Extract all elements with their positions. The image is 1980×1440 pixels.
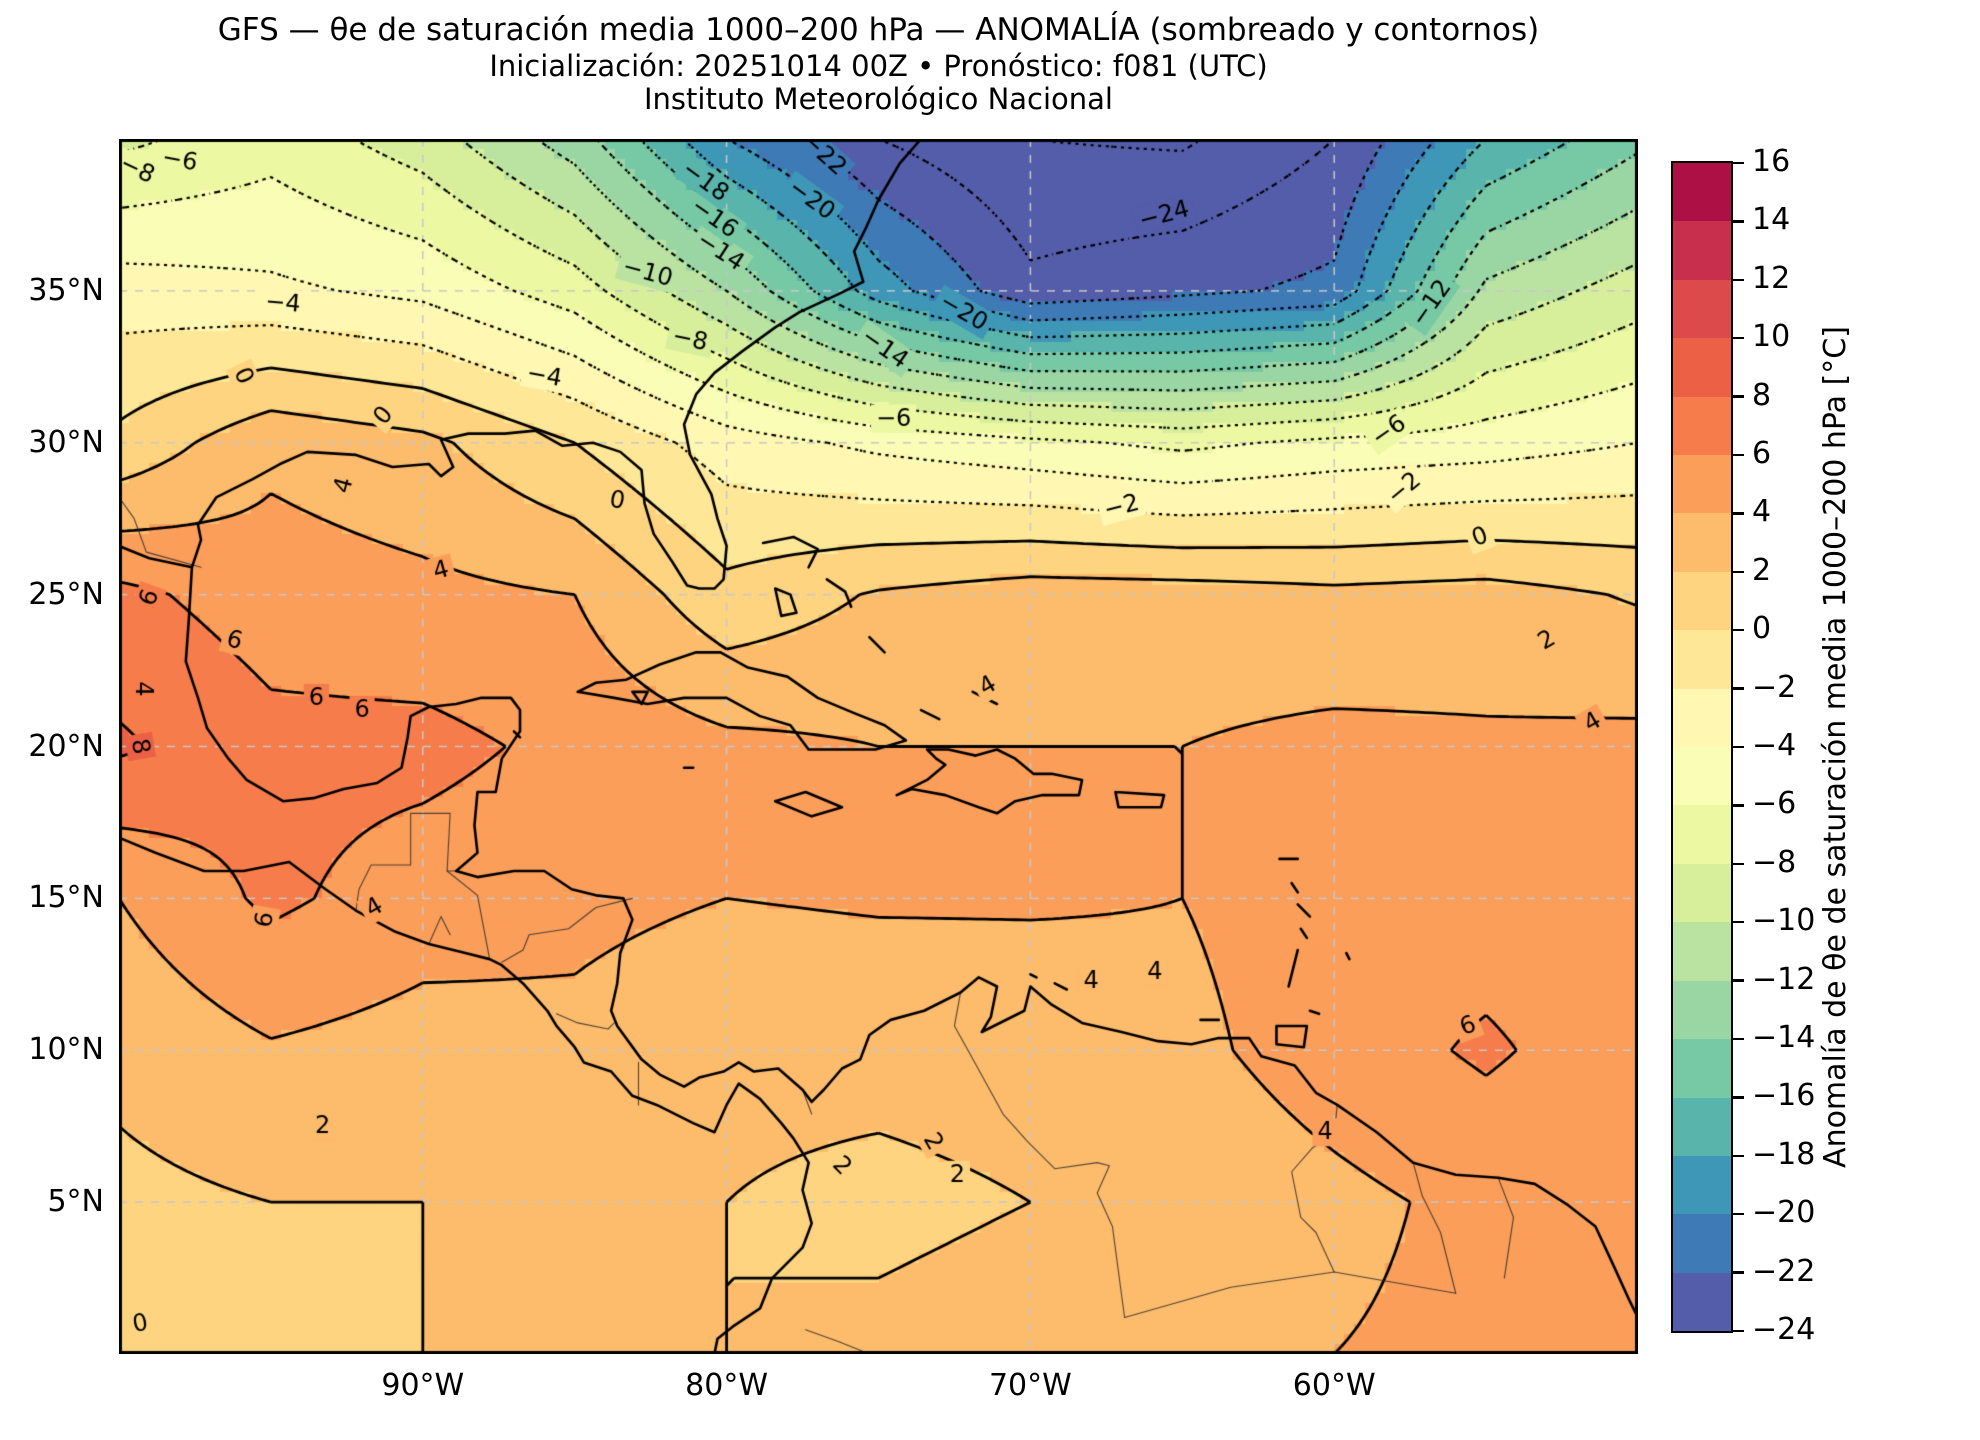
colorbar-tick-label: −6 <box>1752 786 1797 822</box>
colorbar-tick <box>1733 278 1744 282</box>
colorbar-tick-label: −12 <box>1752 961 1816 997</box>
colorbar-tick-label: 8 <box>1752 377 1772 413</box>
colorbar-segment <box>1673 221 1731 280</box>
colorbar-segment <box>1673 688 1731 748</box>
colorbar-segment <box>1673 1214 1731 1273</box>
colorbar-tick <box>1733 1329 1744 1333</box>
x-tick-label: 80°W <box>685 1368 769 1403</box>
colorbar-tick-label: 0 <box>1752 611 1772 647</box>
colorbar-tick <box>1733 336 1744 340</box>
colorbar-tick <box>1733 862 1744 866</box>
x-tick-label: 90°W <box>381 1368 465 1403</box>
chart-subtitle: Inicialización: 20251014 00Z • Pronóstic… <box>489 49 1268 83</box>
y-tick-label: 20°N <box>28 728 104 764</box>
map-plot-area <box>119 139 1638 1354</box>
colorbar-tick <box>1733 1154 1744 1158</box>
colorbar-segment <box>1673 1272 1731 1332</box>
colorbar-axis-label: Anomalía de θe de saturación media 1000–… <box>1818 326 1853 1168</box>
colorbar-tick-label: −22 <box>1752 1253 1816 1289</box>
colorbar-tick <box>1733 1271 1744 1274</box>
colorbar-segment <box>1673 571 1731 631</box>
colorbar <box>1671 161 1733 1333</box>
y-tick-label: 25°N <box>28 576 104 612</box>
colorbar-segment <box>1673 513 1731 572</box>
colorbar-segment <box>1673 747 1731 806</box>
colorbar-tick-label: 10 <box>1752 319 1791 355</box>
colorbar-segment <box>1673 279 1731 339</box>
colorbar-tick-label: −20 <box>1752 1195 1816 1231</box>
colorbar-tick <box>1733 745 1744 749</box>
colorbar-tick <box>1733 979 1744 982</box>
colorbar-segment <box>1673 163 1731 222</box>
colorbar-tick-label: 4 <box>1752 494 1772 530</box>
colorbar-segment <box>1673 805 1731 864</box>
colorbar-tick-label: 6 <box>1752 436 1772 471</box>
colorbar-tick <box>1733 804 1744 807</box>
colorbar-tick-label: −10 <box>1752 903 1816 939</box>
colorbar-tick-label: 14 <box>1752 202 1791 238</box>
y-tick-label: 35°N <box>28 272 104 308</box>
y-tick-label: 30°N <box>28 424 104 460</box>
colorbar-tick <box>1733 512 1744 515</box>
colorbar-tick <box>1733 687 1744 690</box>
anomaly-map-canvas <box>119 139 1638 1354</box>
colorbar-tick <box>1733 1096 1744 1099</box>
colorbar-tick <box>1733 570 1744 574</box>
colorbar-segment <box>1673 1097 1731 1156</box>
colorbar-tick <box>1733 1212 1744 1216</box>
title-block: GFS — θe de saturación media 1000–200 hP… <box>119 10 1638 116</box>
colorbar-tick-label: 12 <box>1752 260 1791 296</box>
colorbar-segment <box>1673 922 1731 981</box>
colorbar-tick <box>1733 1037 1744 1041</box>
colorbar-segment <box>1673 1039 1731 1098</box>
colorbar-tick-label: −8 <box>1752 844 1797 880</box>
colorbar-tick-label: −2 <box>1752 669 1797 705</box>
colorbar-segment <box>1673 980 1731 1040</box>
colorbar-segment <box>1673 396 1731 456</box>
colorbar-tick-label: −24 <box>1752 1312 1816 1347</box>
colorbar-tick-label: −18 <box>1752 1136 1816 1172</box>
chart-title: GFS — θe de saturación media 1000–200 hP… <box>217 12 1540 48</box>
y-tick-label: 5°N <box>47 1184 104 1220</box>
chart-institution: Instituto Meteorológico Nacional <box>644 82 1113 116</box>
x-tick-label: 70°W <box>988 1368 1072 1403</box>
colorbar-tick-label: −4 <box>1752 728 1797 763</box>
colorbar-tick <box>1733 161 1744 165</box>
colorbar-tick-label: −16 <box>1752 1078 1816 1114</box>
y-tick-label: 15°N <box>28 880 104 916</box>
y-tick-label: 10°N <box>28 1032 104 1068</box>
colorbar-tick <box>1733 628 1744 632</box>
colorbar-tick-label: 2 <box>1752 552 1772 588</box>
colorbar-segment <box>1673 863 1731 923</box>
colorbar-tick-label: 16 <box>1752 144 1791 179</box>
colorbar-tick <box>1733 920 1744 924</box>
colorbar-tick <box>1733 453 1744 457</box>
colorbar-segment <box>1673 1155 1731 1215</box>
colorbar-segment <box>1673 630 1731 689</box>
colorbar-tick-label: −14 <box>1752 1020 1816 1055</box>
colorbar-tick <box>1733 220 1744 223</box>
colorbar-segment <box>1673 338 1731 397</box>
colorbar-tick <box>1733 395 1744 398</box>
x-tick-label: 60°W <box>1292 1368 1376 1403</box>
colorbar-segment <box>1673 455 1731 514</box>
